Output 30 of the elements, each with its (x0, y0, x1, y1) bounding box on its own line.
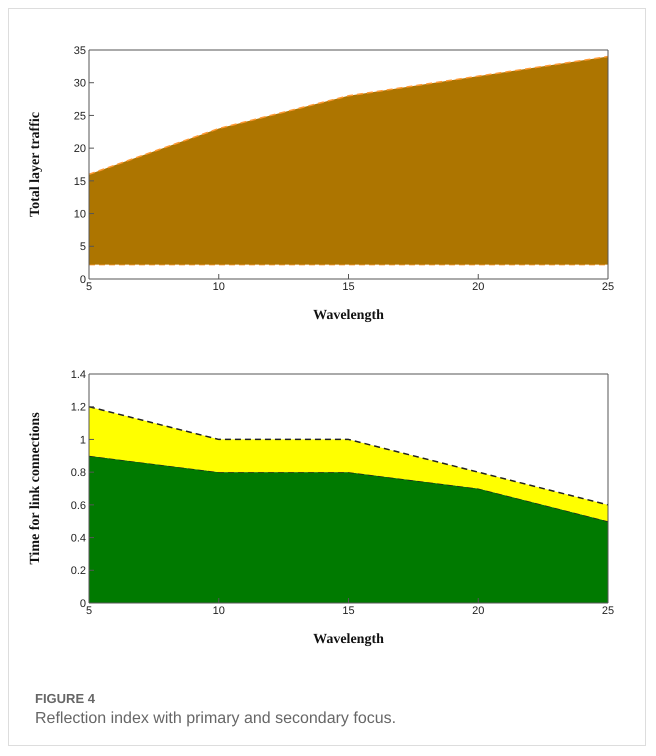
y-tick-label: 0 (80, 598, 86, 610)
x-axis-title: Wavelength (313, 632, 384, 647)
y-tick-label: 0.6 (70, 500, 86, 512)
y-tick-label: 35 (74, 44, 86, 57)
x-tick-label: 20 (472, 280, 484, 293)
y-tick-label: 10 (74, 208, 86, 220)
y-tick-label: 15 (74, 176, 86, 188)
x-axis-title: Wavelength (313, 308, 384, 323)
y-tick-label: 1 (80, 434, 86, 446)
y-tick-label: 1.2 (70, 402, 86, 414)
x-tick-label: 25 (602, 604, 614, 617)
y-tick-label: 0.4 (70, 532, 86, 544)
y-tick-label: 0.2 (70, 565, 86, 578)
x-tick-label: 25 (602, 280, 614, 293)
y-tick-label: 0.8 (70, 467, 86, 480)
y-tick-label: 5 (80, 241, 86, 254)
y-axis-title: Total layer traffic (28, 112, 43, 217)
y-tick-label: 1.4 (70, 368, 86, 381)
x-tick-label: 15 (342, 604, 355, 617)
x-tick-label: 10 (212, 604, 225, 617)
y-tick-label: 0 (80, 274, 86, 286)
caption: FIGURE 4 (35, 691, 96, 706)
x-tick-label: 10 (212, 280, 225, 293)
y-tick-label: 30 (74, 78, 86, 90)
y-tick-label: 25 (74, 110, 86, 122)
y-axis-title: Time for link connections (28, 412, 43, 565)
x-tick-label: 20 (472, 604, 484, 617)
text: Reflection index with primary and secondary focus. (35, 710, 398, 728)
y-tick-label: 20 (74, 143, 86, 156)
x-tick-label: 15 (342, 280, 355, 293)
